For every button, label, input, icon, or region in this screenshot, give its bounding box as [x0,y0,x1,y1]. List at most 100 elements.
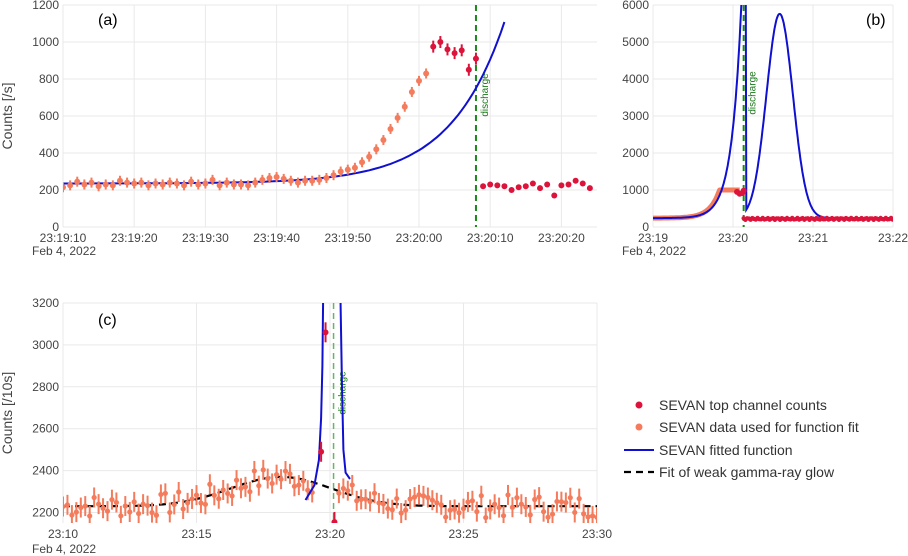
panel-c-data-point [367,498,373,505]
panel-b-label: (b) [866,12,886,29]
panel-a-top-point [487,181,494,188]
panel-c-data-point [144,503,151,509]
panel-c-top-point [318,448,325,455]
panel-c-y-tick-label: 2800 [32,380,59,394]
panel-c-data-point [536,494,542,500]
panel-c-data-point [131,499,137,505]
legend-item-top[interactable]: SEVAN top channel counts [635,397,827,413]
panel-c-y-tick-label: 3000 [32,338,59,352]
panel-c-data-point [407,496,413,502]
panel-a-fit-point [202,180,209,187]
panel-c-data-point [354,498,360,504]
panel-a-fit-point [166,179,173,186]
panel-c-data-point [274,472,280,478]
panel-a-top-point [586,185,593,192]
panel-b-fit-line [653,5,893,220]
panel-c-data-point [287,471,293,477]
panel-a-top-point [572,177,579,184]
panel-a-top-point [480,183,487,190]
panel-a-top-point [444,46,451,53]
legend: SEVAN top channel counts SEVAN data used… [624,397,859,480]
panel-a-top-point [501,183,508,190]
panel-a-top-point [558,182,565,189]
legend-marker-top [635,401,643,409]
panel-c-data-point [500,513,507,519]
panel-c-fit-rise [304,303,325,501]
panel-a-fit-line [63,21,506,185]
panel-c-data-point [305,487,311,493]
panel-c-data-point [91,494,97,501]
panel-c-data-point [469,498,475,504]
panel-a-fit-point [116,177,123,184]
panel-c-data-point [558,499,565,505]
panel-a-fit-point [209,176,216,183]
panel-a-fit-point [238,181,244,188]
panel-c-data-point [518,501,524,507]
panel-a-fit-point [138,179,145,186]
panel-c-x-tick-label: 23:15 [181,527,211,541]
panel-c-data-point [216,496,222,502]
panel-c-data-point [425,494,431,501]
panel-c-data-point [291,483,297,489]
panel-c-data-point [509,504,516,510]
panel-a-fit-point [344,166,351,173]
panel-a-fit-point [152,180,159,187]
panel-c-data-point [474,508,480,515]
panel-a-top-point [430,43,437,50]
panel-c-data-point [358,496,364,502]
panel-c-data-point [118,513,124,519]
panel-c-data-point [225,490,231,497]
panel-b-x-tick-label: 23:20 [718,231,748,245]
legend-item-glow[interactable]: Fit of weak gamma-ray glow [624,464,835,480]
panel-a-top-point [544,181,551,188]
panel-c-data-point [416,492,422,498]
panel-a-fit-point [95,183,102,190]
panel-c-data-point [127,509,133,515]
panel-a-fit-point [373,146,380,153]
panel-a-fit-point [109,182,116,189]
panel-a-fit-point [252,179,259,186]
panel-a-top-point [579,180,586,187]
panel-a-top-point [465,66,472,73]
panel-c-data-point [185,500,191,506]
panel-a-top-point [472,55,479,62]
panel-a-fit-point [408,88,415,95]
panel-c-fit-decay [339,303,351,480]
panel-c-data-point [202,501,208,507]
panel-a-top-point [451,50,458,57]
panel-c-data-point [96,501,102,507]
panel-c-data-point [64,502,71,508]
panel-c-data-point [380,501,386,507]
panel-c-data-point [594,514,597,520]
panel-c-data-point [233,477,240,483]
panel-b-top-point [740,187,747,194]
panel-c-data-point [376,500,382,506]
panel-b-discharge-label: discharge [748,71,759,115]
legend-item-fit-data[interactable]: SEVAN data used for function fit [635,419,859,435]
panel-a-top-point [458,47,465,54]
panel-c-data-point [162,490,168,496]
panel-a-fit-point [380,137,387,144]
panel-b-x-tick-label: 23:21 [798,231,828,245]
panel-a-fit-point [124,179,131,186]
panel-c-data-point [69,512,75,518]
panel-a-fit-point [131,180,138,187]
panel-a-top-point [565,181,572,188]
panel-c-data-point [87,513,93,519]
panel-a-fit-point [63,184,66,191]
legend-item-fit[interactable]: SEVAN fitted function [624,442,793,458]
panel-a-fit-point [188,178,195,185]
panel-c-data-point [278,476,284,482]
panel-a-fit-point [394,114,401,121]
panel-c-data-point [385,505,391,512]
panel-c-x-tick-label: 23:10 [48,527,78,541]
panel-c-data-point [545,514,551,520]
panel-a-fit-point [337,168,344,175]
panel-b-plot [653,5,893,222]
panel-a-y-tick-label: 600 [39,109,59,123]
panel-c-data-point [340,485,346,492]
panel-a-fit-point [74,178,81,185]
panel-a-fit-point [359,159,366,166]
panel-a-x-tick-label: 23:19:20 [111,231,158,245]
panel-a-fit-point [280,175,287,182]
